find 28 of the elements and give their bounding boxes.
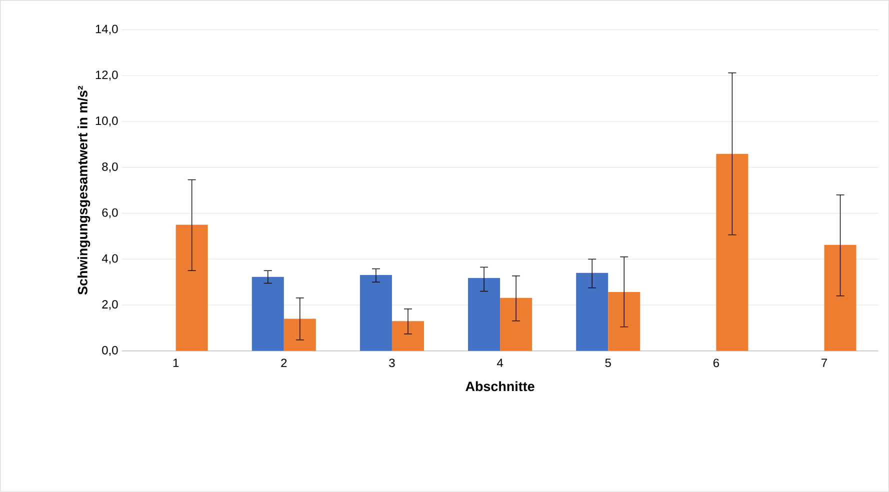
bar [392,321,424,352]
bar [360,275,392,352]
x-tick-label: 7 [822,358,827,368]
x-tick-label: 5 [605,358,611,368]
bar [824,245,856,352]
bar [176,224,208,352]
bar [500,298,532,352]
x-tick-label: 1 [173,358,179,368]
y-tick-label: 8,0 [102,162,118,172]
y-tick-label: 10,0 [96,116,118,127]
y-tick-label: 4,0 [102,254,118,264]
x-tick-label: 3 [389,358,395,368]
y-tick-label: 6,0 [102,208,118,218]
bar [468,278,500,352]
bar [716,154,748,352]
x-axis-title: Abschnitte [466,381,534,392]
x-tick-label: 6 [713,358,719,368]
y-axis-title: Schwingungsgesamtwert in m/s² [78,86,90,295]
y-tick-label: 0,0 [102,346,118,356]
y-tick-label: 2,0 [102,300,118,310]
y-tick-label: 12,0 [96,70,118,81]
bar [608,292,640,352]
y-tick-label: 14,0 [96,24,118,35]
bar [252,276,284,352]
bar [284,318,316,352]
x-tick-label: 4 [496,358,504,368]
x-tick-label: 2 [281,358,287,368]
bar [576,273,608,352]
